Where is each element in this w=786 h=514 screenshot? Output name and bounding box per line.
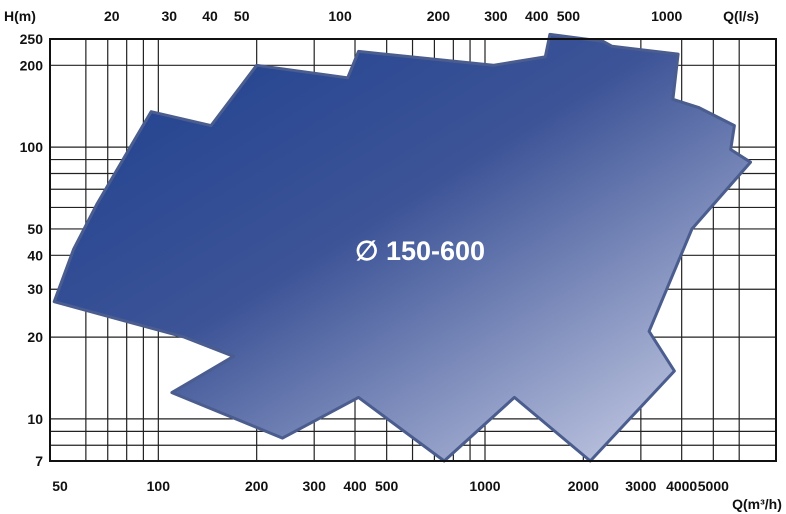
y-axis-title: H(m) bbox=[4, 8, 36, 24]
y-tick-label: 50 bbox=[27, 221, 43, 237]
x-top-tick-label: 200 bbox=[427, 8, 451, 24]
x-top-tick-label: 50 bbox=[234, 8, 250, 24]
pump-range-label: ∅ 150-600 bbox=[355, 236, 485, 266]
x-bottom-tick-label: 4000 bbox=[666, 478, 697, 494]
x-bottom-axis-title: Q(m³/h) bbox=[732, 496, 782, 512]
x-bottom-tick-label: 3000 bbox=[625, 478, 656, 494]
coverage-area bbox=[52, 32, 752, 463]
plot-frame bbox=[49, 38, 777, 462]
y-tick-label: 20 bbox=[27, 329, 43, 345]
x-top-tick-label: 20 bbox=[104, 8, 120, 24]
x-bottom-tick-label: 200 bbox=[245, 478, 269, 494]
axis-labels: 250 200 100 50 40 30 20 10 7 50 100 200 300 400 500 100… bbox=[4, 8, 782, 512]
x-top-tick-label: 1000 bbox=[651, 8, 682, 24]
y-tick-label: 250 bbox=[20, 31, 44, 47]
y-tick-label: 40 bbox=[27, 247, 43, 263]
y-tick-label: 200 bbox=[20, 57, 44, 73]
y-tick-label: 100 bbox=[20, 139, 44, 155]
y-tick-label: 10 bbox=[27, 411, 43, 427]
x-top-tick-label: 40 bbox=[202, 8, 218, 24]
x-top-tick-label: 30 bbox=[161, 8, 177, 24]
x-top-tick-label: 300 bbox=[484, 8, 508, 24]
x-top-tick-label: 100 bbox=[328, 8, 352, 24]
x-bottom-tick-label: 1000 bbox=[469, 478, 500, 494]
y-tick-label: 7 bbox=[35, 453, 43, 469]
y-tick-label: 30 bbox=[27, 281, 43, 297]
x-bottom-tick-label: 5000 bbox=[698, 478, 729, 494]
x-top-axis-title: Q(l/s) bbox=[723, 8, 759, 24]
x-bottom-tick-label: 50 bbox=[52, 478, 68, 494]
x-top-tick-label: 500 bbox=[557, 8, 581, 24]
x-bottom-tick-label: 100 bbox=[147, 478, 171, 494]
x-bottom-tick-label: 300 bbox=[303, 478, 327, 494]
x-bottom-tick-label: 500 bbox=[375, 478, 399, 494]
x-top-tick-label: 400 bbox=[525, 8, 549, 24]
x-bottom-tick-label: 400 bbox=[343, 478, 367, 494]
x-bottom-tick-label: 2000 bbox=[568, 478, 599, 494]
